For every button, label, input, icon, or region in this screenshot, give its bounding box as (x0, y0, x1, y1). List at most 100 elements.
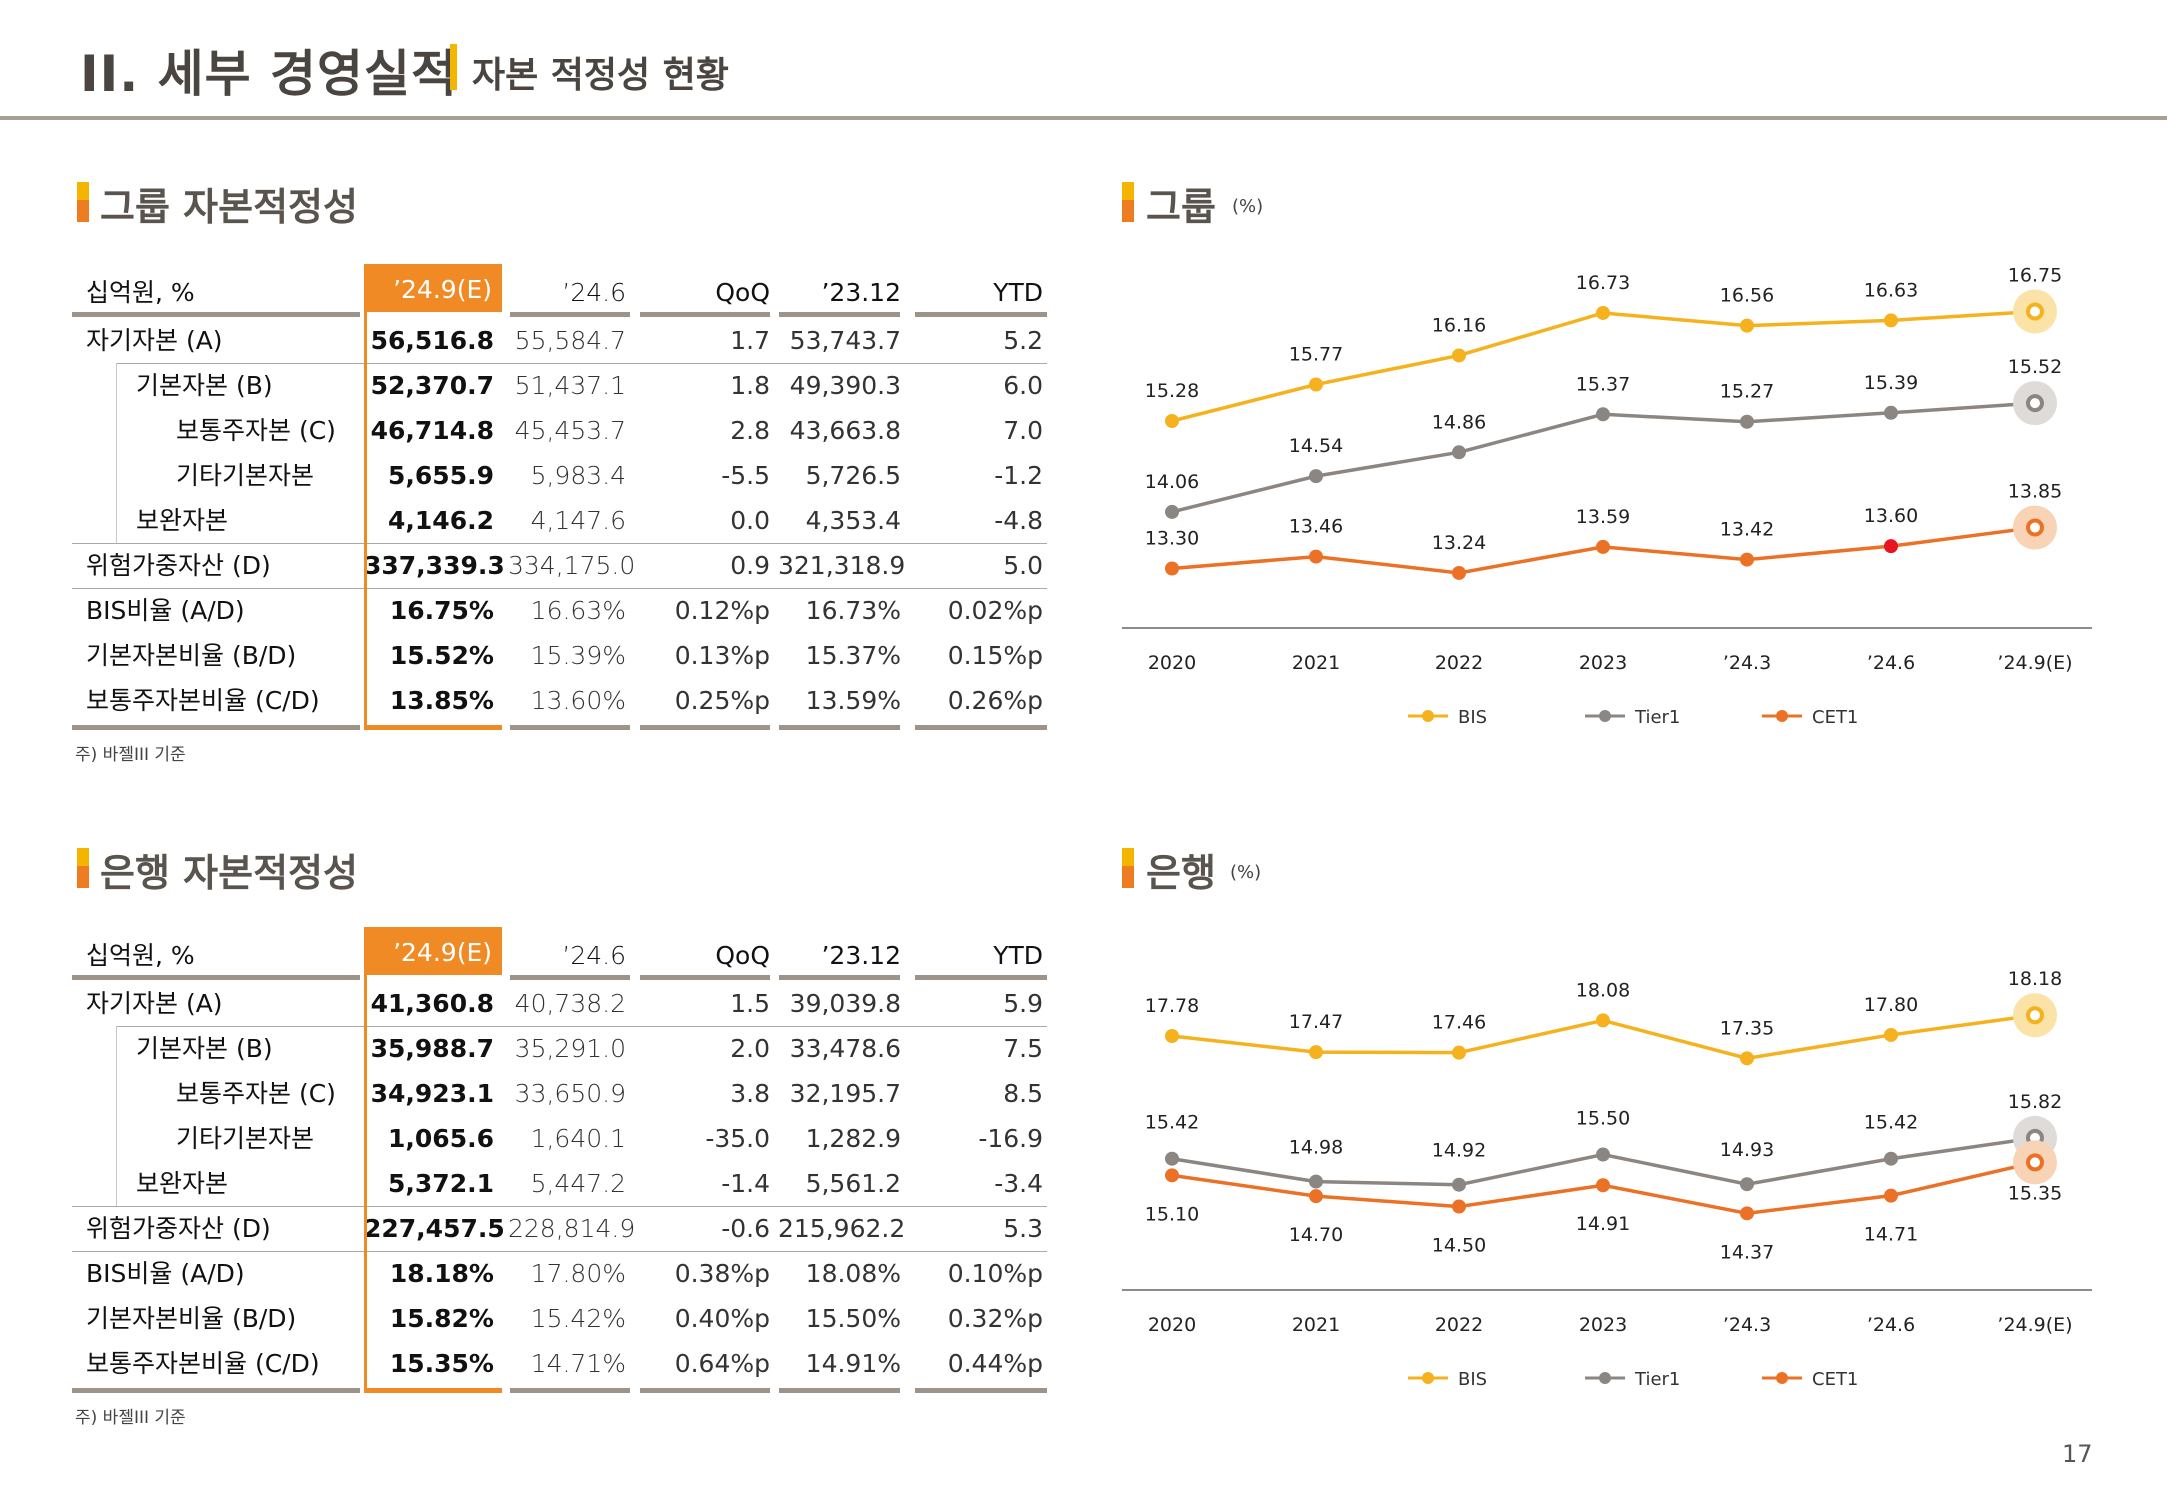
data-label: 15.39 (1864, 372, 1918, 394)
data-label: 15.42 (1145, 1112, 1199, 1134)
table-cell: 40,738.2 (514, 989, 626, 1018)
legend-label: Tier1 (1634, 1369, 1680, 1390)
row-label: 자기자본 (A) (86, 989, 223, 1018)
table-cell: 0.38%p (674, 1259, 770, 1288)
table-bottom-rule (72, 1388, 360, 1393)
table-bottom-rule (915, 1388, 1047, 1393)
table-row: BIS비율 (A/D) 16.75% 16.63% 0.12%p 16.73% 0.02%… (72, 588, 1047, 633)
table-cell: 41,360.8 (370, 989, 494, 1018)
page-number: 17 (2062, 1440, 2093, 1468)
table-bottom-rule (779, 1388, 900, 1393)
row-divider (72, 588, 1047, 589)
table-cell: 15.39% (530, 641, 626, 670)
data-label: 15.52 (2008, 356, 2062, 378)
table-cell: 13.59% (805, 686, 901, 715)
table-cell: -3.4 (994, 1169, 1043, 1198)
table-cell: 16.63% (530, 596, 626, 625)
table-row: 기본자본비율 (B/D) 15.82% 15.42% 0.40%p 15.50% 0.32… (72, 1296, 1047, 1341)
data-label: 13.24 (1432, 532, 1486, 554)
page-subtitle: 자본 적정성 현황 (472, 55, 729, 96)
data-label: 14.93 (1720, 1139, 1774, 1161)
data-point-cet1 (1309, 1189, 1323, 1204)
table-cell: 0.25%p (674, 686, 770, 715)
data-label: 14.70 (1289, 1224, 1343, 1246)
table-cell: 14.91% (805, 1349, 901, 1378)
section-marker-icon (77, 182, 89, 222)
table-cell: 35,291.0 (514, 1034, 626, 1063)
table-bottom-rule (915, 725, 1047, 730)
table-cell: 34,923.1 (370, 1079, 494, 1108)
data-point-tier1 (1740, 1177, 1754, 1192)
x-tick-label: 2023 (1579, 652, 1627, 674)
column-header: ’24.6 (562, 941, 626, 970)
data-point-bis (1165, 414, 1179, 428)
row-label: 기본자본 (B) (136, 371, 273, 400)
table-cell: 4,146.2 (388, 506, 494, 535)
data-point-tier1 (1165, 1151, 1179, 1166)
data-point-bis (1884, 313, 1898, 328)
x-tick-label: 2021 (1292, 652, 1340, 674)
data-point-bis (1596, 305, 1610, 320)
column-header: ’24.6 (562, 278, 626, 307)
table-cell: 7.5 (1003, 1034, 1043, 1063)
data-point-cet1 (1596, 539, 1610, 554)
table-cell: 1,640.1 (530, 1124, 626, 1153)
row-label: 보완자본 (136, 1169, 229, 1198)
table-cell: 13.85% (389, 686, 494, 715)
data-label: 14.50 (1432, 1235, 1486, 1257)
x-tick-label: ’24.6 (1867, 652, 1915, 674)
table-cell: 0.10%p (947, 1259, 1043, 1288)
data-label: 13.59 (1576, 506, 1630, 528)
table-row: 보통주자본 (C) 34,923.1 33,650.9 3.8 32,195.7 8.5 (72, 1071, 1047, 1116)
table-cell: 0.44%p (947, 1349, 1043, 1378)
table-cell: 16.73% (805, 596, 901, 625)
table-bottom-rule (779, 725, 900, 730)
table-row: 자기자본 (A) 41,360.8 40,738.2 1.5 39,039.8 5.9 (72, 981, 1047, 1026)
indent-guide (116, 1026, 117, 1206)
row-label: 보완자본 (136, 506, 229, 535)
data-label: 14.98 (1289, 1137, 1343, 1159)
table-cell: 46,714.8 (370, 416, 494, 445)
table-bottom-rule (72, 725, 360, 730)
legend-marker-icon (1776, 710, 1788, 722)
table-cell: 51,437.1 (514, 371, 626, 400)
group-footnote: 주) 바젤III 기준 (75, 745, 186, 765)
table-cell: 16.75% (389, 596, 494, 625)
table-cell: 15.35% (389, 1349, 494, 1378)
bank-chart-unit: (%) (1230, 862, 1262, 883)
unit-header: 십억원, % (86, 941, 195, 970)
bank-chart-title: 은행 (1146, 851, 1216, 895)
data-point-bis (1740, 1051, 1754, 1066)
table-cell: 5,372.1 (388, 1169, 494, 1198)
legend-marker-icon (1776, 1372, 1788, 1384)
column-header-label: ’24.9(E) (393, 275, 492, 304)
data-point-bis (1165, 1029, 1179, 1043)
table-cell: 35,988.7 (370, 1034, 494, 1063)
data-label: 17.35 (1720, 1017, 1774, 1039)
x-tick-label: ’24.6 (1867, 1314, 1915, 1336)
table-row: 기본자본 (B) 35,988.7 35,291.0 2.0 33,478.6 7.5 (72, 1026, 1047, 1071)
table-cell: 39,039.8 (789, 989, 901, 1018)
table-cell: 5,983.4 (530, 461, 626, 490)
highlight-column-bottom (364, 725, 502, 730)
data-point-bis (1452, 1045, 1466, 1060)
table-cell: 15.82% (389, 1304, 494, 1333)
data-point-cet1 (1452, 1199, 1466, 1214)
table-cell: 6.0 (1003, 371, 1043, 400)
table-bottom-rule (640, 1388, 770, 1393)
table-cell: 337,339.3 (364, 551, 505, 580)
table-cell: 228,814.9 (508, 1214, 636, 1243)
data-label: 15.82 (2008, 1091, 2062, 1113)
data-label: 15.77 (1289, 343, 1343, 365)
indent-guide (116, 363, 117, 543)
data-label: 16.75 (2008, 264, 2062, 286)
table-cell: 334,175.0 (508, 551, 636, 580)
table-header-row: 십억원, % ’24.9(E) ’24.6 QoQ ’23.12 YTD (72, 264, 1047, 315)
legend-marker-icon (1599, 710, 1611, 722)
series-line-bis (1171, 309, 2036, 423)
data-point-cet1 (2026, 518, 2044, 537)
data-label: 15.10 (1145, 1203, 1199, 1225)
table-cell: -1.4 (721, 1169, 770, 1198)
row-divider (72, 1206, 1047, 1207)
x-tick-label: ’24.3 (1723, 1314, 1771, 1336)
